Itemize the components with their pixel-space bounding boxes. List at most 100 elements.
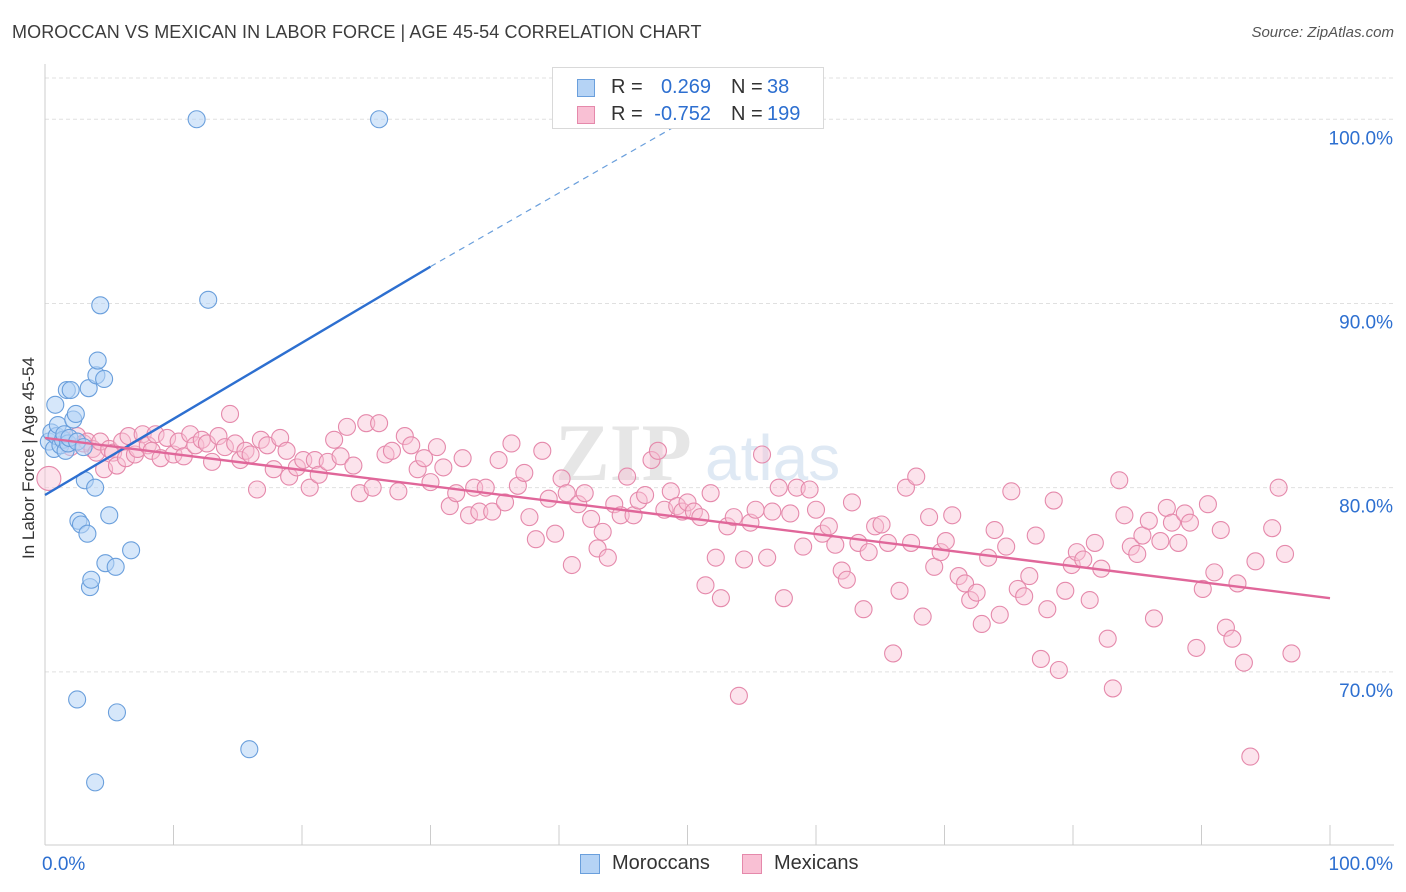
series-legend: Moroccans Mexicans xyxy=(0,851,1406,879)
mexicans-point xyxy=(967,583,986,602)
mexicans-point xyxy=(562,555,581,575)
mexicans-point xyxy=(1211,520,1230,540)
moroccans-point xyxy=(86,478,105,497)
mexicans-point xyxy=(489,450,508,470)
mexicans-point xyxy=(907,467,926,486)
mexicans-point xyxy=(979,548,998,567)
mexicans-point xyxy=(837,570,856,589)
mexicans-point xyxy=(769,478,788,497)
mexicans-point xyxy=(724,508,743,527)
mexicans-point xyxy=(1002,482,1021,501)
moroccans-point xyxy=(187,110,206,129)
mexicans-point xyxy=(781,504,800,523)
mexicans-point xyxy=(593,522,612,541)
mexicans-trend-line xyxy=(44,436,1331,600)
mexicans-point xyxy=(774,589,793,608)
mexicans-point xyxy=(985,520,1004,540)
mexicans-point xyxy=(729,686,748,705)
mexicans-point xyxy=(337,417,357,436)
mexicans-point xyxy=(913,607,932,626)
mexicans-point xyxy=(344,456,363,475)
moroccans-points xyxy=(39,110,389,792)
mexicans-point xyxy=(648,441,667,460)
mexicans-point xyxy=(701,484,720,503)
mexicans-point xyxy=(1187,638,1206,657)
mexicans-point xyxy=(382,441,402,460)
mexicans-point xyxy=(415,449,434,468)
mexicans-point xyxy=(1216,618,1235,637)
mexicans-point xyxy=(582,509,601,529)
legend-r-value: -0.752 xyxy=(654,103,711,125)
mexicans-point xyxy=(158,428,177,447)
chart-title: MOROCCAN VS MEXICAN IN LABOR FORCE | AGE… xyxy=(12,22,702,42)
mexicans-point xyxy=(1031,649,1050,669)
mexicans-point xyxy=(691,508,710,527)
mexicans-point xyxy=(1241,747,1260,766)
trend-lines xyxy=(44,104,1331,600)
mexicans-point xyxy=(325,430,344,449)
axes xyxy=(44,64,1394,846)
moroccans-point xyxy=(240,740,259,759)
tick-labels: 100.0% 90.0% 80.0% 70.0% 0.0% 100.0% xyxy=(42,128,1393,875)
mexicans-point xyxy=(884,644,903,663)
mexicans-point xyxy=(526,530,545,549)
mexicans-point xyxy=(763,502,782,521)
mexicans-point xyxy=(264,460,283,479)
mexicans-point xyxy=(706,548,725,567)
y-tick-label: 90.0% xyxy=(1339,312,1393,333)
mexicans-point xyxy=(1180,513,1199,532)
mexicans-point xyxy=(800,480,819,499)
legend-swatch-moroccans xyxy=(577,79,595,97)
mexicans-point xyxy=(495,493,515,512)
mexicans-point xyxy=(872,515,891,534)
mexicans-point xyxy=(588,539,607,558)
series-swatch-moroccans xyxy=(580,854,600,874)
mexicans-point xyxy=(1263,519,1282,538)
legend-row-mexicans: R = -0.752 N = 199 xyxy=(553,101,823,127)
legend-r-value: 0.269 xyxy=(660,76,711,98)
mexicans-point xyxy=(1008,579,1027,599)
mexicans-point xyxy=(1049,660,1068,680)
mexicans-point xyxy=(557,484,576,503)
mexicans-point xyxy=(990,605,1009,624)
mexicans-point xyxy=(972,614,991,634)
legend-n-value: 38 xyxy=(767,76,790,98)
moroccans-point xyxy=(66,404,85,424)
series-swatch-mexicans xyxy=(742,854,762,874)
mexicans-point xyxy=(997,537,1016,556)
mexicans-point xyxy=(1044,491,1063,510)
legend-row-moroccans: R = 0.269 N = 38 xyxy=(553,74,823,100)
mexicans-point xyxy=(896,478,916,497)
x-tick-label: 100.0% xyxy=(1329,854,1394,875)
mexicans-point xyxy=(1128,544,1147,564)
correlation-legend: R = 0.269 N = 38 R = -0.752 N = 199 xyxy=(552,67,824,129)
y-tick-label: 70.0% xyxy=(1339,681,1393,702)
moroccans-point xyxy=(88,351,107,370)
mexicans-point xyxy=(598,548,617,567)
y-axis-label: In Labor Force | Age 45-54 xyxy=(19,357,38,559)
mexicans-point xyxy=(1026,526,1045,545)
moroccans-point xyxy=(61,380,80,400)
mexicans-point xyxy=(826,535,845,554)
mexicans-point xyxy=(220,404,240,424)
mexicans-point xyxy=(515,463,534,482)
mexicans-point xyxy=(453,449,472,468)
mexicans-point xyxy=(1275,544,1295,564)
mexicans-point xyxy=(806,500,826,519)
mexicans-point xyxy=(434,458,453,477)
legend-r-label: R = xyxy=(611,76,643,98)
mexicans-point xyxy=(949,567,968,586)
moroccans-point xyxy=(68,690,87,709)
mexicans-point xyxy=(931,543,950,562)
mexicans-point xyxy=(277,441,296,460)
mexicans-point xyxy=(1074,550,1093,569)
mexicans-point xyxy=(902,533,921,552)
legend-n-label: N = xyxy=(731,76,763,98)
y-tick-label: 100.0% xyxy=(1329,128,1394,149)
y-tick-label: 80.0% xyxy=(1339,497,1393,518)
mexicans-point xyxy=(1115,506,1134,525)
mexicans-point xyxy=(1080,590,1099,610)
moroccans-point xyxy=(46,395,65,414)
legend-n-label: N = xyxy=(731,103,763,125)
